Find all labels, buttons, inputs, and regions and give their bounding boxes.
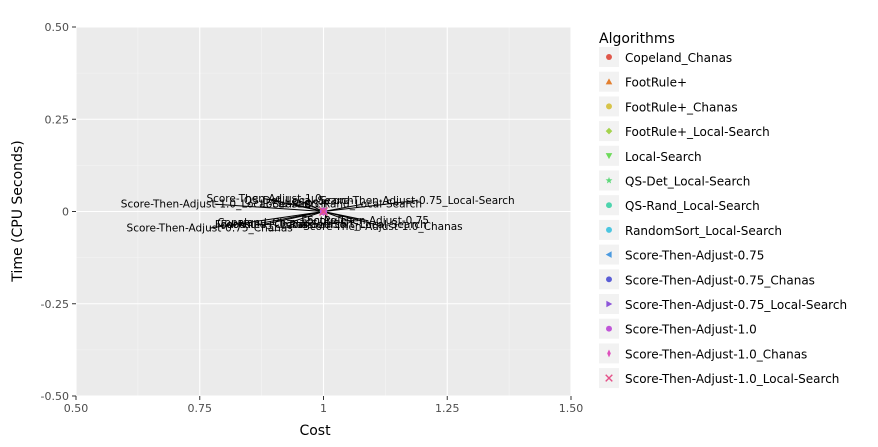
legend-label: Local-Search xyxy=(625,150,702,164)
legend-label: FootRule+_Local-Search xyxy=(625,125,770,139)
legend-items: Copeland_Chanas FootRule+ FootRule+_Chanas… xyxy=(599,47,847,389)
x-tick-label: 0.50 xyxy=(64,402,89,415)
legend-item: Local-Search xyxy=(599,145,702,166)
legend-label: RandomSort_Local-Search xyxy=(625,224,782,238)
legend-item: Score-Then-Adjust-1.0_Chanas xyxy=(599,343,807,364)
y-tick-label: -0.25 xyxy=(41,298,69,311)
legend-label: Score-Then-Adjust-0.75 xyxy=(625,249,764,263)
legend-marker xyxy=(606,276,612,283)
point-label: FootRule+ xyxy=(301,215,355,227)
legend-item: Score-Then-Adjust-0.75 xyxy=(599,244,764,265)
legend-marker xyxy=(605,127,613,135)
x-tick-label: 1.25 xyxy=(435,402,460,415)
legend-label: FootRule+ xyxy=(625,76,687,90)
legend-item: Score-Then-Adjust-0.75_Local-Search xyxy=(599,294,847,314)
legend-label: QS-Rand_Local-Search xyxy=(625,199,760,213)
legend-item: FootRule+ xyxy=(599,71,687,92)
legend-marker xyxy=(606,103,612,110)
legend-label: QS-Det_Local-Search xyxy=(625,175,750,189)
legend-marker xyxy=(606,325,612,332)
point-label: Score-Then-Adjust-1.0_Chanas xyxy=(303,221,463,233)
annotation-line xyxy=(263,198,324,212)
legend-title: Algorithms xyxy=(599,31,675,47)
point-label: Score-Then-Adjust-0.75_Local-Search xyxy=(320,195,514,207)
legend-label: Score-Then-Adjust-1.0_Local-Search xyxy=(625,372,839,386)
legend-marker xyxy=(605,78,613,85)
x-tick-label: 1 xyxy=(320,402,327,415)
annotation-line xyxy=(263,211,324,225)
legend-marker xyxy=(606,300,613,308)
legend-item: FootRule+_Chanas xyxy=(599,96,738,117)
legend-item: FootRule+_Local-Search xyxy=(599,121,770,142)
legend-marker xyxy=(606,54,612,60)
annotation-line xyxy=(323,211,359,225)
point-labels: Copeland_ChanasFootRule+FootRule+_Chanas… xyxy=(121,193,515,235)
legend-item: Copeland_Chanas xyxy=(599,47,732,67)
legend-label: Score-Then-Adjust-1.0_Chanas xyxy=(625,347,807,361)
annotation-line xyxy=(298,199,324,212)
point-label: FootRule+_Local-Search xyxy=(221,219,348,231)
y-tick-label: 0.25 xyxy=(45,113,70,126)
legend-marker xyxy=(605,374,613,382)
legend-label: Copeland_Chanas xyxy=(625,51,732,65)
legend-label: Score-Then-Adjust-0.75_Local-Search xyxy=(625,298,847,312)
legend-item: Score-Then-Adjust-1.0_Local-Search xyxy=(599,368,839,389)
point-label: FootRule+_Chanas xyxy=(215,219,314,231)
annotation-line xyxy=(323,211,384,227)
point-label: QS-Det_Local-Search xyxy=(244,195,354,207)
legend-item: Score-Then-Adjust-0.75_Chanas xyxy=(599,269,815,290)
x-tick-label: 0.75 xyxy=(188,402,213,415)
legend-item: QS-Rand_Local-Search xyxy=(599,195,760,216)
annotation-line xyxy=(209,211,324,229)
x-tick-label: 1.50 xyxy=(559,402,584,415)
y-axis-title: Time (CPU Seconds) xyxy=(10,140,26,282)
legend-label: Score-Then-Adjust-1.0 xyxy=(625,323,757,337)
legend-marker xyxy=(605,176,613,184)
legend-marker xyxy=(606,226,612,233)
point-marker xyxy=(319,207,328,216)
y-tick-label: -0.50 xyxy=(41,390,69,403)
axes: 0.50 0.75 1 1.25 1.50 0.50 0.25 0 -0.25 -0.50 xyxy=(41,21,584,415)
x-axis-title: Cost xyxy=(299,423,331,439)
point-label: Score-Then-Adjust-1.0 xyxy=(206,193,321,205)
annotation-line xyxy=(214,203,324,212)
point-label: QS-Rand_Local-Search xyxy=(304,199,422,211)
legend: Algorithms Copeland_Chanas FootRule+ FootR… xyxy=(599,31,847,389)
annotation-line xyxy=(283,211,324,225)
y-tick-label: 0.50 xyxy=(45,21,70,34)
annotation-line xyxy=(323,199,418,212)
point-label: Score-Then-Adjust-0.75_Chanas xyxy=(127,223,293,235)
legend-marker xyxy=(607,349,611,358)
legend-item: Score-Then-Adjust-1.0 xyxy=(599,318,757,339)
point-label: RandomSort_Local-Search xyxy=(289,219,426,231)
legend-marker xyxy=(605,153,613,160)
legend-label: Score-Then-Adjust-0.75_Chanas xyxy=(625,273,815,287)
point-label: Score-Then-Adjust-0.75 xyxy=(307,215,429,227)
points xyxy=(209,198,418,229)
y-tick-label: 0 xyxy=(62,206,69,219)
legend-label: FootRule+_Chanas xyxy=(625,100,738,114)
legend-item: QS-Det_Local-Search xyxy=(599,170,750,191)
legend-item: RandomSort_Local-Search xyxy=(599,219,782,240)
point-label: Copeland_Chanas xyxy=(217,217,311,229)
legend-marker xyxy=(605,251,612,258)
point-label: Local-Search xyxy=(260,199,327,211)
point-label: Score-Then-Adjust-1.0_Local-Search xyxy=(121,199,309,211)
legend-marker xyxy=(606,202,612,209)
